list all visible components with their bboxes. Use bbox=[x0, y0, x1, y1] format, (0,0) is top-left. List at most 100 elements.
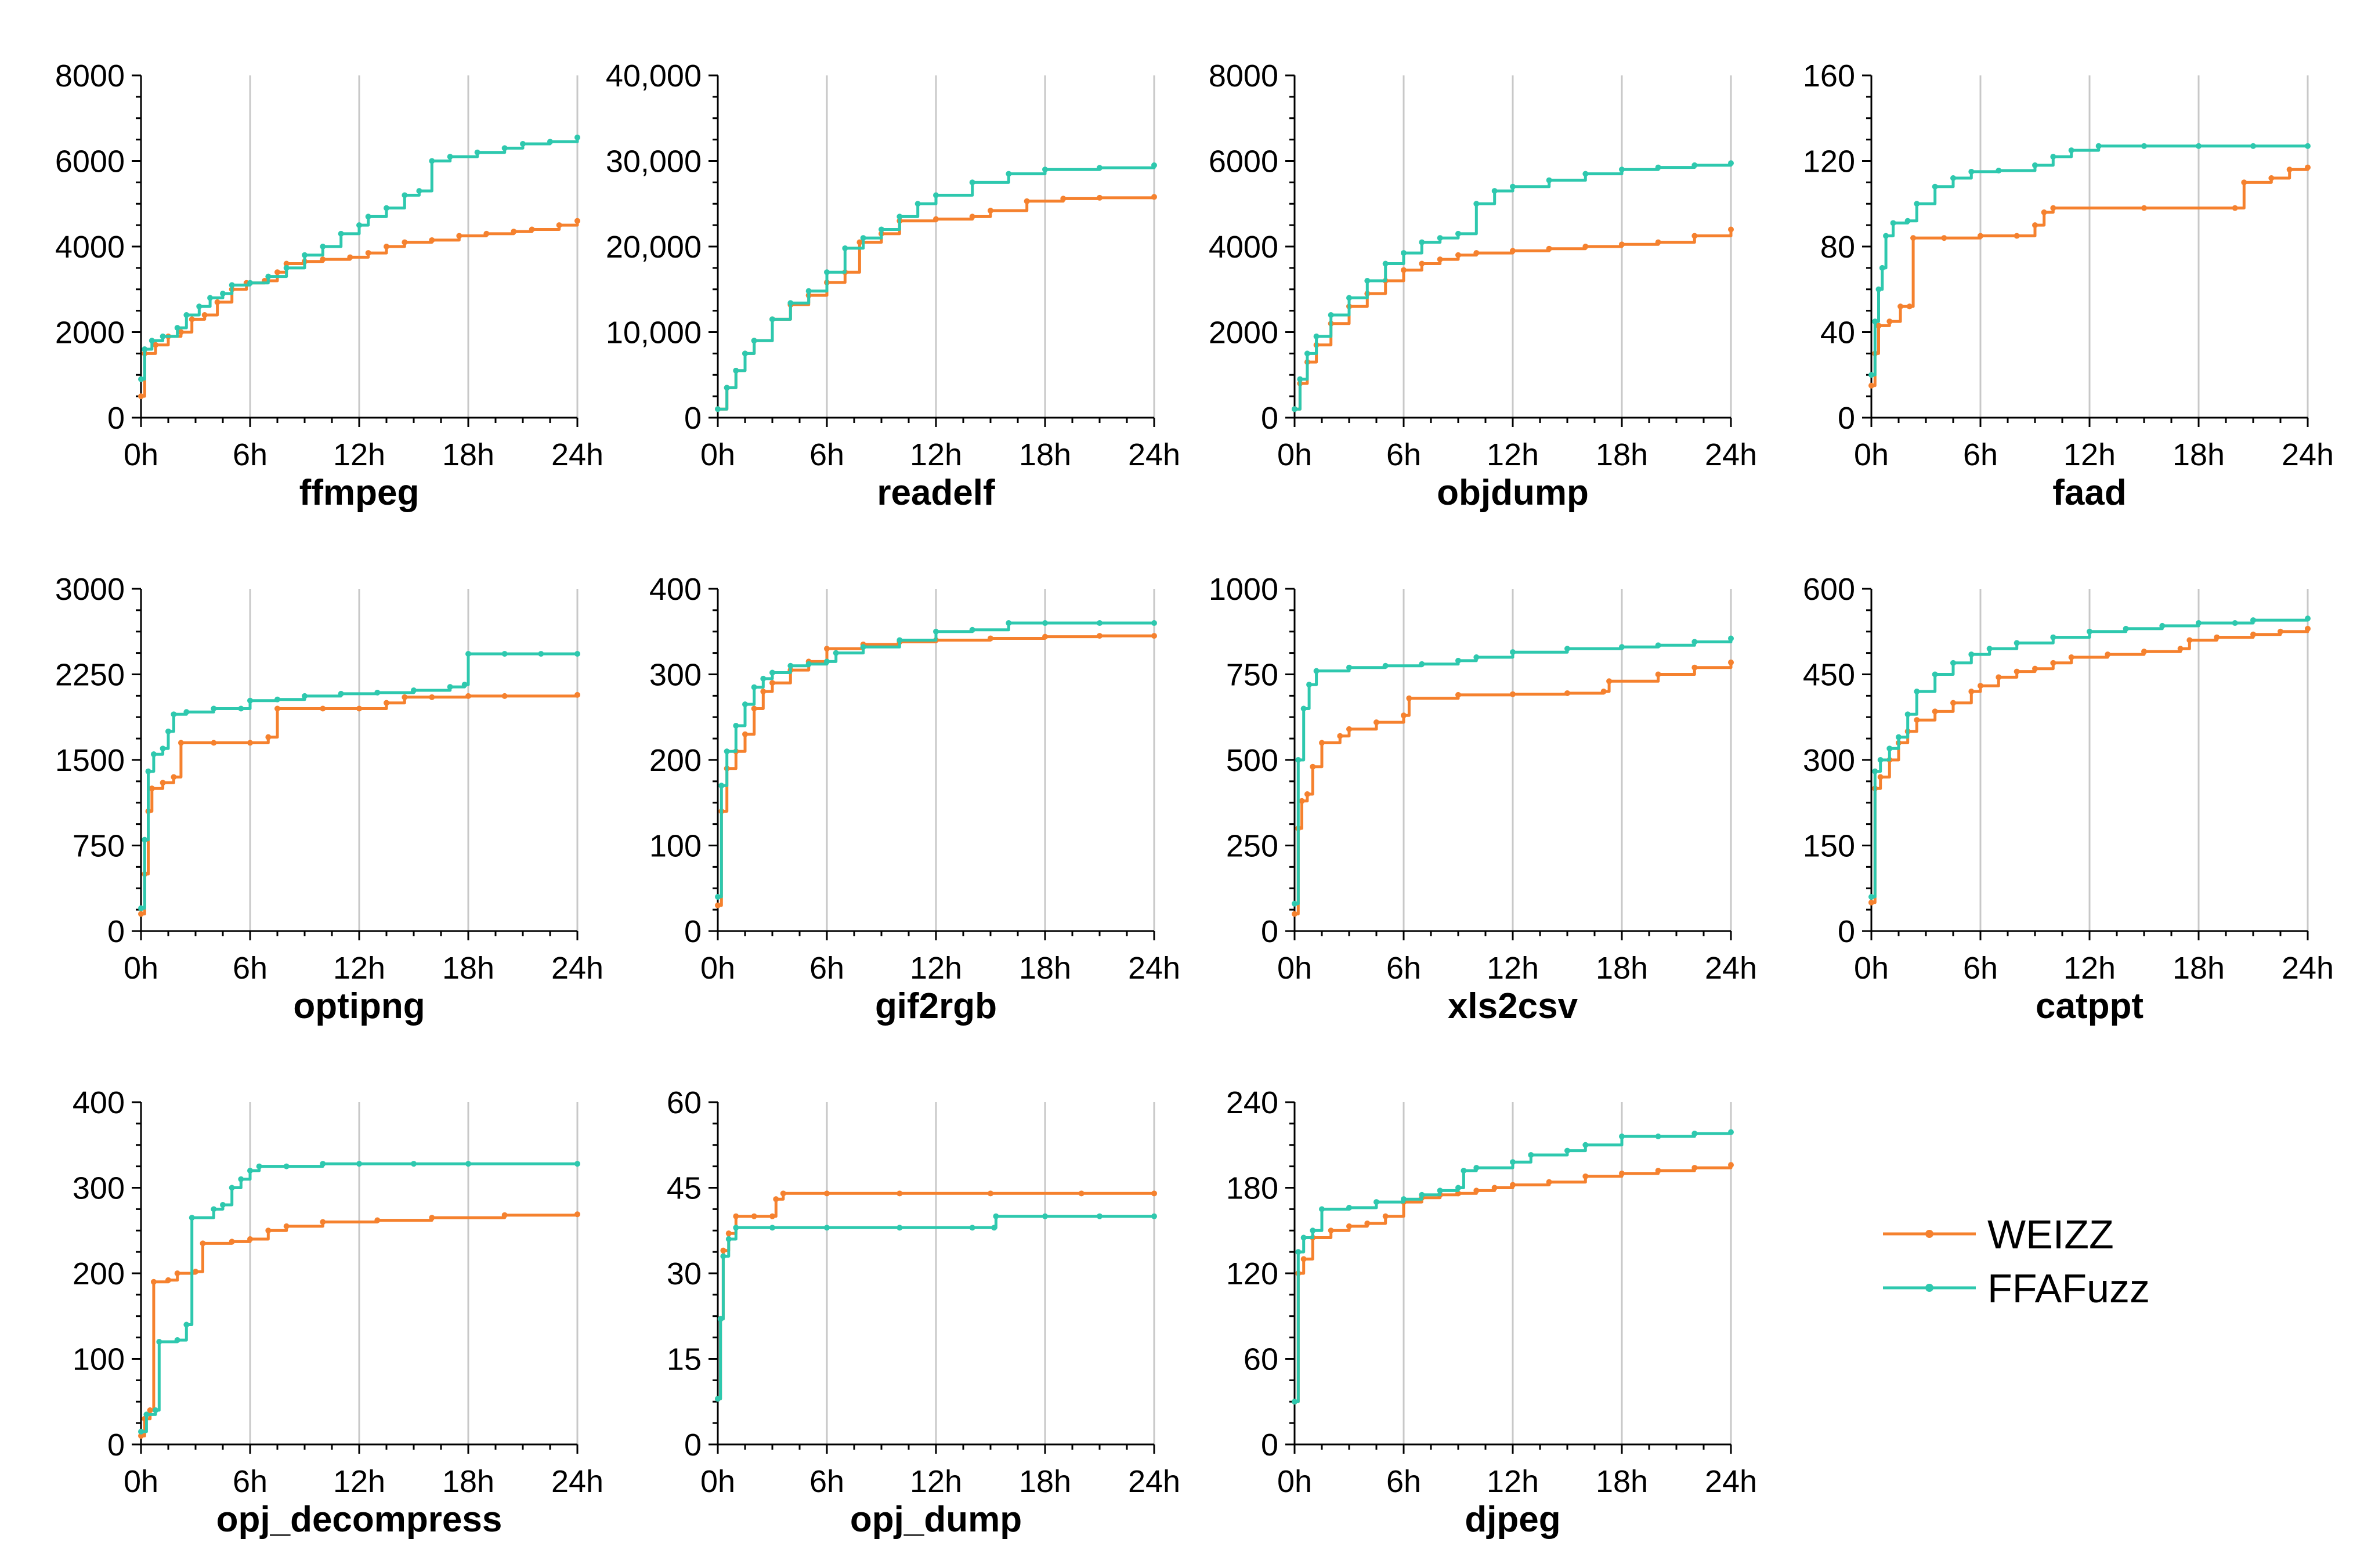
data-point-weizz bbox=[1655, 1168, 1661, 1174]
data-point-ffafuzz bbox=[1461, 1168, 1467, 1174]
data-point-weizz bbox=[2141, 205, 2147, 211]
x-tick-label: 24h bbox=[1128, 1464, 1180, 1499]
data-point-ffafuzz bbox=[1904, 711, 1911, 718]
data-point-weizz bbox=[1941, 235, 1947, 241]
data-point-ffafuzz bbox=[1310, 1227, 1316, 1234]
data-point-ffafuzz bbox=[2095, 143, 2102, 149]
data-point-ffafuzz bbox=[1691, 639, 1698, 645]
y-tick-label: 0 bbox=[1261, 401, 1278, 436]
data-point-ffafuzz bbox=[211, 1206, 217, 1212]
data-point-ffafuzz bbox=[1300, 705, 1307, 712]
data-point-ffafuzz bbox=[220, 291, 226, 297]
data-point-ffafuzz bbox=[715, 894, 721, 900]
data-point-weizz bbox=[751, 1213, 757, 1219]
x-tick-label: 0h bbox=[124, 1464, 158, 1499]
data-point-weizz bbox=[725, 1230, 732, 1237]
chart-faad: 0 40 80 120 160 0h 6h 12h 18h 24h faad bbox=[1803, 59, 2334, 513]
data-point-weizz bbox=[1473, 1187, 1480, 1194]
x-tick-label: 12h bbox=[2063, 437, 2116, 472]
data-point-ffafuzz bbox=[724, 385, 730, 391]
data-point-ffafuzz bbox=[1346, 664, 1352, 671]
data-point-weizz bbox=[1897, 303, 1904, 310]
data-point-ffafuzz bbox=[1042, 1213, 1048, 1219]
data-point-ffafuzz bbox=[1328, 312, 1334, 318]
data-point-ffafuzz bbox=[156, 1339, 162, 1345]
data-point-weizz bbox=[2014, 233, 2020, 239]
data-point-weizz bbox=[1473, 250, 1480, 256]
data-point-ffafuzz bbox=[1306, 682, 1313, 688]
data-point-weizz bbox=[1401, 267, 1407, 273]
data-point-weizz bbox=[1292, 911, 1297, 917]
data-point-weizz bbox=[1582, 244, 1589, 249]
data-point-ffafuzz bbox=[1300, 1234, 1307, 1241]
data-point-weizz bbox=[1310, 763, 1316, 770]
x-tick-label: 12h bbox=[910, 1464, 962, 1499]
x-tick-label: 0h bbox=[1854, 437, 1889, 472]
series-line-weizz bbox=[1871, 167, 2309, 388]
data-point-ffafuzz bbox=[1455, 1185, 1461, 1191]
y-tick-label: 1000 bbox=[1209, 572, 1278, 607]
data-point-ffafuzz bbox=[461, 682, 468, 688]
y-tick-label: 500 bbox=[1226, 743, 1278, 778]
data-point-weizz bbox=[274, 705, 280, 712]
y-tick-label: 0 bbox=[107, 914, 125, 949]
data-point-ffafuzz bbox=[1728, 160, 1734, 166]
x-tick-label: 18h bbox=[1019, 951, 1071, 986]
data-point-ffafuzz bbox=[142, 346, 148, 352]
data-point-weizz bbox=[165, 1277, 171, 1283]
data-point-ffafuzz bbox=[138, 1428, 144, 1435]
data-point-ffafuzz bbox=[229, 282, 235, 288]
data-point-ffafuzz bbox=[787, 300, 794, 306]
data-point-ffafuzz bbox=[150, 751, 157, 758]
data-point-weizz bbox=[1151, 1190, 1157, 1197]
y-tick-label: 15 bbox=[667, 1342, 702, 1377]
x-tick-label: 24h bbox=[1705, 437, 1757, 472]
data-point-ffafuzz bbox=[897, 637, 903, 643]
data-point-ffafuzz bbox=[142, 836, 148, 843]
data-point-ffafuzz bbox=[547, 139, 553, 145]
data-point-weizz bbox=[1877, 774, 1884, 780]
data-point-weizz bbox=[2250, 631, 2256, 638]
data-point-weizz bbox=[153, 342, 159, 348]
chart-djpeg: 0 60 120 180 240 0h 6h 12h 18h 24h djpeg bbox=[1226, 1085, 1757, 1540]
y-tick-label: 180 bbox=[1226, 1171, 1278, 1206]
data-point-weizz bbox=[1582, 1173, 1589, 1179]
chart-gif2rgb: 0 100 200 300 400 0h 6h 12h 18h 24h gif2rgb bbox=[649, 572, 1180, 1026]
data-point-weizz bbox=[780, 1190, 786, 1197]
data-point-ffafuzz bbox=[720, 1253, 726, 1259]
x-tick-label: 18h bbox=[1019, 1464, 1071, 1499]
y-tick-label: 0 bbox=[684, 914, 702, 949]
data-point-ffafuzz bbox=[1419, 239, 1425, 245]
y-tick-label: 4000 bbox=[1209, 230, 1278, 265]
data-point-ffafuzz bbox=[138, 376, 144, 382]
data-point-ffafuzz bbox=[265, 273, 272, 280]
x-tick-label: 0h bbox=[700, 437, 735, 472]
data-point-ffafuzz bbox=[365, 213, 371, 220]
chart-title: djpeg bbox=[1465, 1500, 1560, 1540]
data-point-weizz bbox=[320, 705, 326, 712]
x-tick-label: 6h bbox=[233, 1464, 268, 1499]
data-point-ffafuzz bbox=[1097, 1213, 1103, 1219]
chart-opj-decompress: 0 100 200 300 400 0h 6h 12h 18h 24h opj_decompress bbox=[73, 1085, 603, 1540]
data-point-ffafuzz bbox=[1528, 1151, 1534, 1158]
data-point-weizz bbox=[1619, 241, 1625, 248]
data-point-ffafuzz bbox=[1968, 168, 1975, 175]
data-point-ffafuzz bbox=[302, 252, 308, 258]
y-tick-label: 0 bbox=[1261, 914, 1278, 949]
data-point-weizz bbox=[824, 1190, 830, 1197]
data-point-weizz bbox=[2050, 660, 2056, 666]
y-tick-label: 160 bbox=[1803, 59, 1855, 93]
y-tick-label: 750 bbox=[1226, 658, 1278, 693]
y-tick-label: 750 bbox=[73, 829, 125, 864]
x-tick-label: 12h bbox=[333, 437, 385, 472]
data-point-ffafuzz bbox=[969, 179, 975, 186]
y-tick-label: 1500 bbox=[55, 743, 125, 778]
data-point-ffafuzz bbox=[1292, 900, 1297, 907]
data-point-weizz bbox=[769, 1213, 775, 1219]
chart-catppt: 0 150 300 450 600 0h 6h 12h 18h 24h catppt bbox=[1803, 572, 2334, 1026]
data-point-ffafuzz bbox=[2196, 143, 2202, 149]
x-tick-label: 6h bbox=[233, 437, 268, 472]
data-point-ffafuzz bbox=[171, 711, 177, 718]
data-point-weizz bbox=[1606, 678, 1613, 685]
